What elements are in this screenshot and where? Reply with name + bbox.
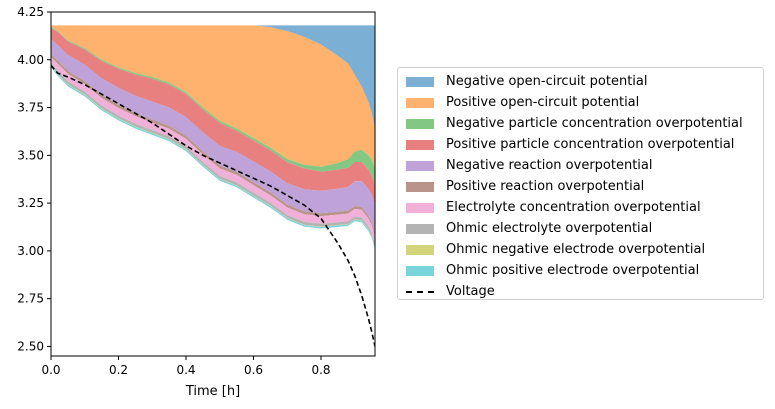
- legend-color-swatch: [406, 76, 434, 87]
- legend-line-swatch: [406, 290, 434, 293]
- x-axis: 0.0 0.2 0.4 0.6 0.8: [41, 356, 331, 377]
- x-tick-label: 0.6: [244, 363, 263, 377]
- voltage-line: [51, 64, 375, 347]
- legend-label: Positive particle concentration overpote…: [446, 137, 735, 152]
- legend-item: Negative reaction overpotential: [406, 155, 755, 176]
- y-axis: 2.50 2.75 3.00 3.25 3.50 3.75 4.00 4.25: [17, 5, 51, 353]
- legend-label: Ohmic positive electrode overpotential: [446, 263, 700, 278]
- y-tick-label: 3.75: [17, 101, 44, 115]
- legend-color-swatch: [406, 265, 434, 276]
- x-tick-label: 0.8: [311, 363, 330, 377]
- legend-item: Positive reaction overpotential: [406, 176, 755, 197]
- legend-label: Negative reaction overpotential: [446, 158, 653, 173]
- legend-item: Positive particle concentration overpote…: [406, 134, 755, 155]
- legend-label: Ohmic electrolyte overpotential: [446, 221, 653, 236]
- legend-item: Electrolyte concentration overpotential: [406, 197, 755, 218]
- plot-frame: [50, 11, 376, 357]
- legend-item: Ohmic positive electrode overpotential: [406, 260, 755, 281]
- y-tick-label: 4.25: [17, 5, 44, 19]
- voltage-line-group: [51, 64, 375, 347]
- legend-label: Ohmic negative electrode overpotential: [446, 242, 706, 257]
- legend-item: Ohmic negative electrode overpotential: [406, 239, 755, 260]
- legend-item: Positive open-circuit potential: [406, 92, 755, 113]
- legend-item: Negative particle concentration overpote…: [406, 113, 755, 134]
- y-tick-label: 3.00: [17, 244, 44, 258]
- area-series-4: [51, 28, 375, 206]
- y-tick-label: 2.75: [17, 292, 44, 306]
- x-tick-label: 0.2: [109, 363, 128, 377]
- legend-color-swatch: [406, 139, 434, 150]
- legend-color-swatch: [406, 181, 434, 192]
- legend-color-swatch: [406, 118, 434, 129]
- legend-item: Voltage: [406, 281, 755, 302]
- legend-color-swatch: [406, 202, 434, 213]
- x-tick-label: 0.4: [176, 363, 195, 377]
- x-tick-label: 0.0: [41, 363, 60, 377]
- area-series-group: [51, 25, 375, 249]
- legend-color-swatch: [406, 223, 434, 234]
- legend-label: Voltage: [446, 284, 495, 299]
- legend-color-swatch: [406, 160, 434, 171]
- legend-item: Ohmic electrolyte overpotential: [406, 218, 755, 239]
- legend-label: Negative particle concentration overpote…: [446, 116, 743, 131]
- legend-label: Electrolyte concentration overpotential: [446, 200, 701, 215]
- y-tick-label: 2.50: [17, 339, 44, 353]
- legend-label: Positive reaction overpotential: [446, 179, 645, 194]
- y-tick-label: 4.00: [17, 53, 44, 67]
- legend-color-swatch: [406, 244, 434, 255]
- legend-color-swatch: [406, 97, 434, 108]
- legend-label: Positive open-circuit potential: [446, 95, 640, 110]
- area-series-1: [51, 25, 375, 129]
- y-tick-label: 3.50: [17, 148, 44, 162]
- x-axis-label: Time [h]: [185, 384, 240, 399]
- legend-label: Negative open-circuit potential: [446, 74, 648, 89]
- area-series-2: [51, 25, 375, 169]
- legend: Negative open-circuit potential Positive …: [397, 67, 764, 300]
- y-tick-label: 3.25: [17, 196, 44, 210]
- legend-item: Negative open-circuit potential: [406, 71, 755, 92]
